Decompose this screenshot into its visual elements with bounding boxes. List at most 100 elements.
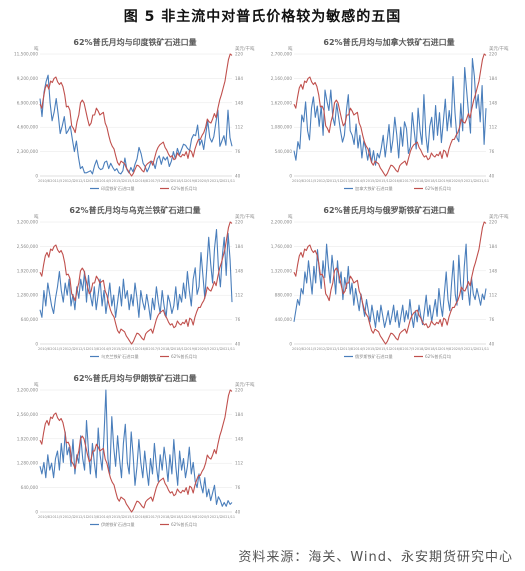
chart-2-legend-label: 62%普氏月均 (171, 353, 197, 360)
chart-4-x-tick: 2021/2 (210, 515, 222, 519)
chart-0-x-tick: 2011/5 (50, 179, 62, 183)
chart-0-series-imports-line (39, 74, 233, 175)
chart-1-x-tick: 2021/11 (475, 179, 489, 183)
chart-0-title: 62%普氏月均与印度铁矿石进口量 (73, 37, 196, 47)
chart-0-x-tick: 2021/11 (221, 179, 235, 183)
figure-title: 图 5 非主流中对普氏价格较为敏感的五国 (123, 9, 402, 25)
chart-3-y-left-tick: 880,000 (275, 293, 293, 298)
chart-2-x-tick: 2013/8 (87, 347, 99, 351)
chart-3-y-left-tick: 1,320,000 (271, 268, 293, 273)
chart-4-y-left-tick: 3,200,000 (17, 388, 39, 393)
chart-0-y-left-tick: 6,900,000 (17, 100, 39, 105)
chart-1-x-tick: 2016/8 (390, 179, 402, 183)
chart-4-x-tick: 2021/11 (221, 515, 235, 519)
chart-1-x-tick: 2018/11 (426, 179, 440, 183)
chart-3-y-left-tick: 1,760,000 (271, 244, 293, 249)
chart-1-y-left-tick: 2,700,000 (271, 52, 293, 57)
chart-2-x-tick: 2015/11 (123, 347, 137, 351)
chart-1-x-tick: 2015/11 (377, 179, 391, 183)
chart-4-x-tick: 2011/5 (50, 515, 62, 519)
chart-3-x-tick: 2014/5 (353, 347, 365, 351)
chart-2-x-tick: 2021/11 (221, 347, 235, 351)
chart-3-x-tick: 2021/2 (464, 347, 476, 351)
chart-2-y-right-tick: 40 (235, 342, 241, 347)
chart-0-x-tick: 2015/11 (123, 179, 137, 183)
chart-1-y-left-tick: 2,160,000 (271, 76, 293, 81)
chart-3-title: 62%普氏月均与俄罗斯铁矿石进口量 (323, 205, 454, 215)
chart-2-y-left-tick: 640,000 (21, 317, 39, 322)
chart-1-x-tick: 2021/2 (464, 179, 476, 183)
chart-4-series-price-line (39, 389, 233, 513)
chart-2-y-left-tick: 0 (35, 342, 38, 347)
chart-3-y-left-tick: 440,000 (275, 317, 293, 322)
chart-3-legend-label: 62%普氏月均 (425, 353, 451, 360)
chart-0-x-tick: 2019/8 (185, 179, 197, 183)
chart-0-x-tick: 2021/2 (210, 179, 222, 183)
chart-2-series-price-line (39, 221, 233, 345)
chart-4-y-left-tick: 1,280,000 (17, 461, 39, 466)
chart-0-y-left-tick: 11,500,000 (14, 52, 38, 57)
chart-2-y-right-unit: 美元/干吨 (235, 213, 255, 220)
chart-2-x-tick: 2015/2 (112, 347, 124, 351)
chart-3-series-imports-line (293, 243, 487, 328)
chart-1-series-price-line (293, 53, 487, 177)
chart-1-x-tick: 2012/2 (317, 179, 329, 183)
chart-1-legend-label: 加拿大铁矿石进口量 (355, 185, 393, 192)
chart-4-y-right-tick: 76 (235, 485, 241, 490)
chart-1-x-tick: 2012/11 (328, 179, 342, 183)
chart-2-x-tick: 2017/5 (148, 347, 160, 351)
chart-4-x-tick: 2019/8 (185, 515, 197, 519)
chart-3-x-tick: 2017/5 (402, 347, 414, 351)
chart-3-y-right-tick: 220 (489, 220, 497, 225)
chart-3-y-right-tick: 112 (489, 293, 497, 298)
chart-3-x-tick: 2018/2 (415, 347, 427, 351)
chart-2-x-tick: 2018/2 (161, 347, 173, 351)
chart-3-x-tick: 2015/11 (377, 347, 391, 351)
chart-1-y-left-tick: 1,620,000 (271, 100, 293, 105)
chart-1-y-right-tick: 76 (489, 149, 495, 154)
chart-2-y-left-tick: 2,560,000 (17, 244, 39, 249)
chart-panel-iran: 62%普氏月均与伊朗铁矿石进口量吨 美元/干吨 0 640,000 1,280,000 1… (10, 370, 260, 540)
chart-1-y-right-unit: 美元/干吨 (489, 45, 509, 52)
chart-1-title: 62%普氏月均与加拿大铁矿石进口量 (323, 37, 454, 47)
chart-0-x-tick: 2015/2 (112, 179, 124, 183)
chart-2-x-tick: 2014/5 (99, 347, 111, 351)
chart-2-y-right-tick: 112 (235, 293, 243, 298)
chart-4-y-right-tick: 220 (235, 388, 243, 393)
source-note: 资料来源：海关、Wind、永安期货研究中心 (238, 550, 513, 565)
chart-1-y-right-tick: 184 (489, 76, 497, 81)
chart-0-y-right-tick: 40 (235, 174, 241, 179)
chart-panel-canada: 62%普氏月均与加拿大铁矿石进口量吨 美元/干吨 0 540,000 1,080,000… (264, 34, 514, 204)
chart-3-y-left-tick: 0 (289, 342, 292, 347)
chart-3-y-right-tick: 148 (489, 268, 497, 273)
chart-1-x-tick: 2018/2 (415, 179, 427, 183)
chart-4-x-tick: 2015/11 (123, 515, 137, 519)
chart-2-x-tick: 2020/5 (197, 347, 209, 351)
chart-0-legend-label: 印度铁矿石进口量 (101, 185, 135, 192)
chart-3-series-price-line (293, 221, 487, 345)
chart-0-x-tick: 2014/5 (99, 179, 111, 183)
chart-3-x-tick: 2018/11 (426, 347, 440, 351)
chart-2-y-right-tick: 76 (235, 317, 241, 322)
chart-1-x-tick: 2014/5 (353, 179, 365, 183)
chart-4-y-left-tick: 1,920,000 (17, 436, 39, 441)
chart-3-x-tick: 2016/8 (390, 347, 402, 351)
chart-0-x-tick: 2016/8 (136, 179, 148, 183)
chart-3-y-left-tick: 2,200,000 (271, 220, 293, 225)
chart-0-y-left-tick: 4,600,000 (17, 125, 39, 130)
chart-4-y-right-tick: 184 (235, 412, 243, 417)
chart-1-x-tick: 2020/5 (451, 179, 463, 183)
chart-4-x-tick: 2012/2 (63, 515, 75, 519)
chart-4-x-tick: 2010/8 (38, 515, 50, 519)
chart-1-x-tick: 2017/5 (402, 179, 414, 183)
chart-4-y-right-tick: 112 (235, 461, 243, 466)
chart-3-y-right-tick: 76 (489, 317, 495, 322)
chart-4-x-tick: 2012/11 (74, 515, 88, 519)
chart-3-x-tick: 2013/8 (341, 347, 353, 351)
chart-3-x-tick: 2011/5 (304, 347, 316, 351)
chart-4-y-left-tick: 2,560,000 (17, 412, 39, 417)
chart-2-x-tick: 2012/11 (74, 347, 88, 351)
